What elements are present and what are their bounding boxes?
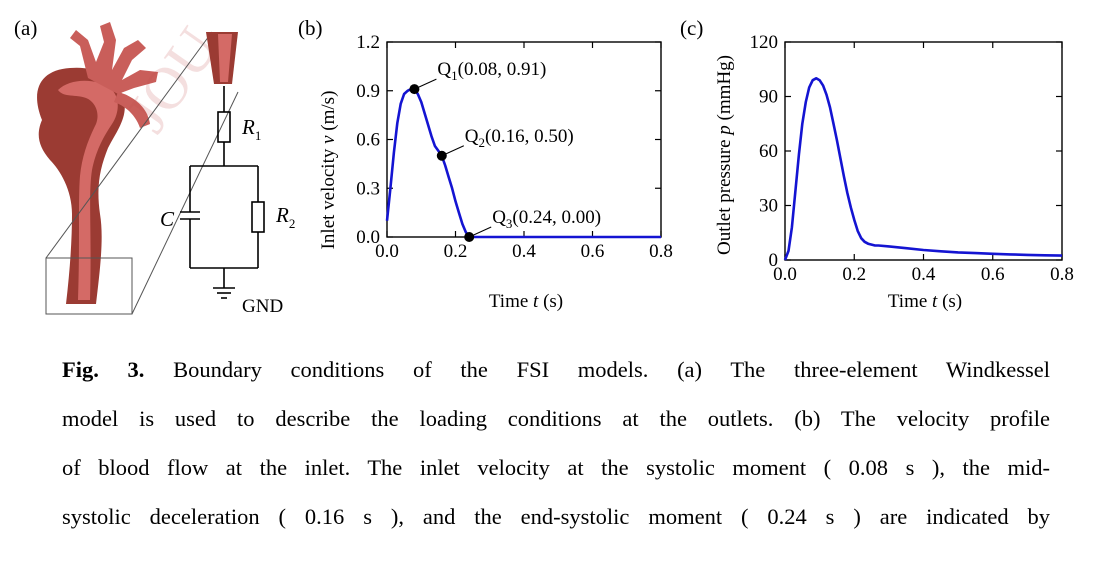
panel-c-xtick-label: 0.6 (981, 264, 1005, 285)
panel-c-ytick-label: 90 (759, 87, 778, 108)
panel-c-ylabel: Outlet pressure p (mmHg) (714, 55, 735, 255)
r2-label: R2 (275, 203, 295, 231)
outlet-box (45, 257, 133, 315)
panel-a: (a) JOU (14, 16, 295, 317)
panel-b-xtick-label: 0.0 (375, 241, 399, 262)
panel-b-ytick-label: 0.3 (356, 178, 380, 199)
panel-b-xtick-label: 0.4 (512, 241, 536, 262)
panel-c-series-line (783, 77, 1063, 261)
projection-line-right (131, 91, 239, 315)
panel-c-xtick-label: 0.0 (773, 264, 797, 285)
panel-c-xtick-label: 0.4 (912, 264, 936, 285)
caption-line-2: model is used to describe the loading co… (62, 406, 1050, 431)
panel-c-xtick-label: 0.8 (1050, 264, 1074, 285)
panel-c-xtick-label: 0.2 (842, 264, 866, 285)
figure-3: (a) JOU (14, 16, 1074, 317)
panel-c-ytick-label: 0 (769, 250, 779, 271)
panel-b-ylabel: Inlet velocity v (m/s) (318, 91, 339, 250)
panel-c-label: (c) (680, 16, 703, 40)
panel-c: (c) Outlet pressure p (mmHg) Time t (s) … (680, 16, 1074, 312)
aorta-illustration (37, 22, 158, 304)
projection-line-left (45, 31, 213, 259)
gnd-label: GND (242, 296, 283, 317)
panel-c-ytick-label: 60 (759, 141, 778, 162)
caption-line-1: Fig. 3. Boundary conditions of the FSI m… (62, 357, 1051, 382)
panel-c-plot: 0.0 0.2 0.4 0.6 0.8 0 30 60 90 120 (750, 32, 1074, 285)
caption-line-3: of blood flow at the inlet. The inlet ve… (62, 455, 1050, 480)
caption-fig-label: Fig. 3. (62, 357, 145, 382)
panel-a-label: (a) (14, 16, 37, 40)
panel-b-annotation-leader (468, 226, 492, 238)
panel-b-label: (b) (298, 16, 323, 40)
c-label: C (160, 207, 175, 231)
panel-c-ytick-label: 120 (750, 32, 779, 53)
panel-b-series-line (385, 87, 661, 239)
panel-b-annotation-leader (414, 78, 437, 90)
panel-b-ytick-label: 1.2 (356, 32, 380, 53)
figure-caption: Fig. 3. Boundary conditions of the FSI m… (62, 345, 1050, 541)
panel-b: (b) Inlet velocity v (m/s) Time t (s) 0.… (298, 16, 673, 312)
panel-b-xlabel: Time t (s) (489, 291, 563, 312)
panel-b-ytick-label: 0.9 (356, 81, 380, 102)
panel-b-annotation-leader (441, 145, 465, 157)
caption-line-4: systolic deceleration ( 0.16 s ), and th… (62, 504, 1050, 529)
r1-label: R1 (241, 115, 261, 143)
panel-b-xtick-label: 0.8 (649, 241, 673, 262)
panel-c-ytick-label: 30 (759, 196, 778, 217)
resistor-r2 (251, 201, 265, 233)
panel-b-xtick-label: 0.6 (581, 241, 605, 262)
panel-c-xlabel: Time t (s) (888, 291, 962, 312)
panel-b-ytick-label: 0.6 (356, 130, 380, 151)
panel-b-annotation-label: Q1(0.08, 0.91) (437, 59, 546, 83)
panel-b-annotation-label: Q2(0.16, 0.50) (465, 126, 574, 150)
panel-b-annotation-label: Q3(0.24, 0.00) (492, 207, 601, 231)
panel-b-plot: 0.0 0.2 0.4 0.6 0.8 0.0 0.3 0.6 0.9 1.2 Q1(0.08, 0… (356, 32, 673, 262)
windkessel-circuit (180, 86, 265, 299)
panel-b-ytick-label: 0.0 (356, 227, 380, 248)
panel-b-xtick-label: 0.2 (444, 241, 468, 262)
panel-c-axes-frame (784, 41, 1063, 261)
resistor-r1 (217, 111, 231, 143)
